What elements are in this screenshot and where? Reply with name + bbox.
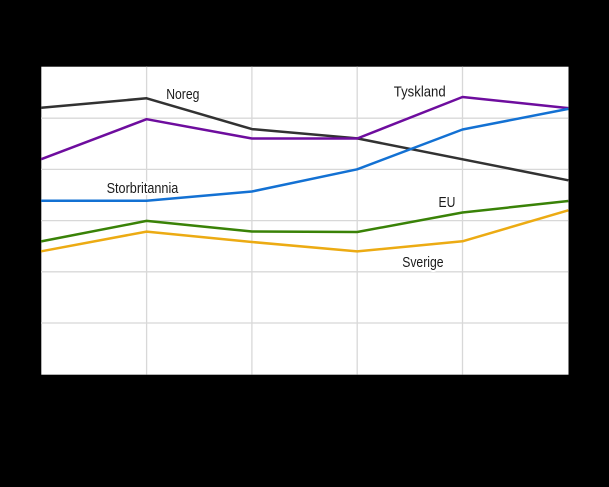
svg-text:EU: EU bbox=[439, 195, 456, 211]
svg-text:Tyskland: Tyskland bbox=[394, 85, 446, 101]
svg-text:Noreg: Noreg bbox=[166, 87, 199, 103]
svg-text:Sverige: Sverige bbox=[402, 255, 443, 271]
svg-text:Storbritannia: Storbritannia bbox=[107, 181, 180, 197]
